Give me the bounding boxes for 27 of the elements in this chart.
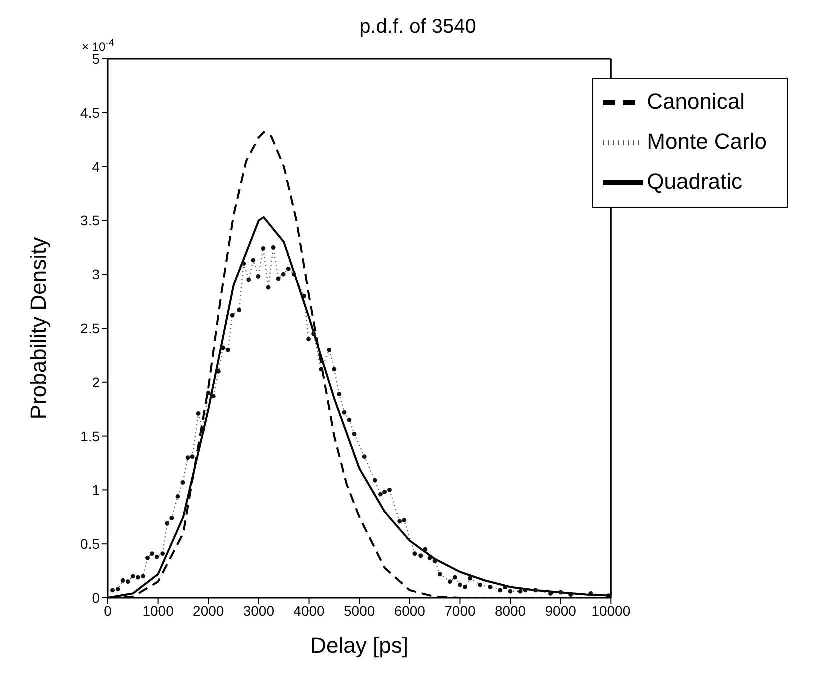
x-tick-label: 8000	[494, 602, 526, 619]
legend-label: Quadratic	[647, 168, 743, 194]
x-tick-label: 7000	[444, 602, 476, 619]
x-tick-label: 9000	[545, 602, 577, 619]
x-axis-title: Delay [ps]	[310, 633, 408, 658]
legend-label: Monte Carlo	[647, 128, 767, 154]
x-tick-label: 4000	[294, 602, 326, 619]
y-tick-label: 3	[92, 266, 100, 283]
y-axis-title: Probability Density	[26, 237, 51, 420]
x-tick-label: 2000	[193, 602, 224, 619]
chart-title: p.d.f. of 3540	[358, 16, 478, 39]
y-tick-label: 2	[92, 374, 100, 390]
x-tick-label: 5000	[344, 602, 376, 619]
x-tick-label: 3000	[243, 602, 275, 619]
x-tick-label: 10000	[592, 602, 631, 619]
y-tick-label: 4.5	[80, 104, 100, 121]
y-tick-label: 0	[92, 590, 100, 606]
x-tick-label: 1000	[142, 602, 174, 619]
x-tick-label: 0	[104, 602, 112, 619]
y-tick-label: 3.5	[80, 212, 100, 229]
y-tick-label: 2.5	[80, 320, 100, 336]
x-tick-label: 6000	[394, 602, 426, 619]
legend-label: Canonical	[647, 88, 745, 114]
y-tick-label: 0.5	[80, 536, 100, 552]
y-tick-label: 4	[92, 158, 100, 175]
y-tick-label: 1.5	[80, 428, 100, 444]
y-tick-label: 1	[92, 482, 100, 498]
